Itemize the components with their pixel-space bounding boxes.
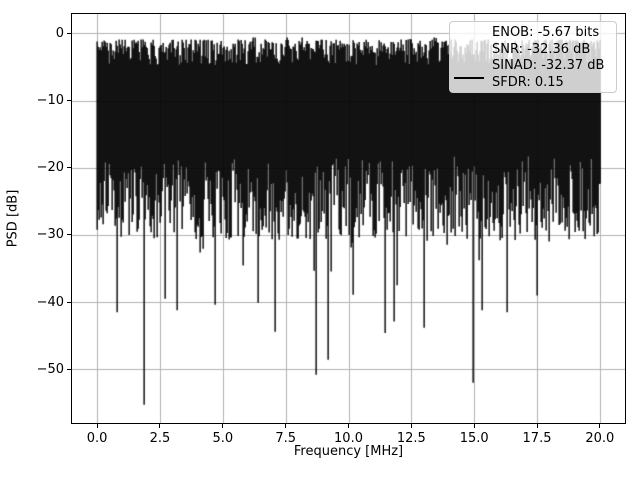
legend-text: ENOB: -5.67 bits SNR: -32.36 dB SINAD: -… [492,25,604,91]
legend-line-sfdr: SFDR: 0.15 [492,74,564,90]
x-tick-mark [599,424,601,428]
y-tick-label: −30 [36,227,64,243]
x-tick-label: 2.5 [149,431,171,446]
y-tick-mark [67,301,71,303]
y-tick-mark [67,167,71,169]
x-tick-mark [536,424,538,428]
x-tick-mark [222,424,224,428]
x-tick-label: 12.5 [396,431,426,446]
x-axis-label: Frequency [MHz] [293,444,404,459]
x-tick-label: 15.0 [459,431,489,446]
x-tick-mark [96,424,98,428]
y-tick-mark [67,100,71,102]
legend-line-snr: SNR: -32.36 dB [492,41,591,57]
x-tick-label: 20.0 [585,431,615,446]
x-tick-mark [348,424,349,428]
y-tick-mark [67,368,71,370]
legend: ENOB: -5.67 bits SNR: -32.36 dB SINAD: -… [449,21,617,93]
x-tick-label: 0.0 [86,431,108,446]
legend-line-enob: ENOB: -5.67 bits [492,25,600,40]
x-tick-label: 17.5 [522,431,552,446]
legend-line-handle [454,77,484,79]
x-tick-label: 10.0 [334,431,363,446]
y-tick-label: −20 [36,160,64,176]
y-tick-label: −10 [36,93,64,109]
x-tick-label: 5.0 [212,431,234,446]
x-tick-mark [285,424,287,428]
y-tick-mark [67,32,71,34]
y-tick-mark [67,234,71,236]
x-tick-mark [410,424,412,428]
x-tick-label: 7.5 [275,431,296,446]
y-tick-label: −50 [36,361,64,377]
y-tick-label: −40 [36,294,64,310]
x-tick-mark [159,424,161,428]
x-tick-mark [473,424,475,428]
y-tick-label: 0 [55,25,64,41]
legend-line-sinad: SINAD: -32.37 dB [492,58,605,73]
y-axis-label: PSD [dB] [5,189,21,248]
